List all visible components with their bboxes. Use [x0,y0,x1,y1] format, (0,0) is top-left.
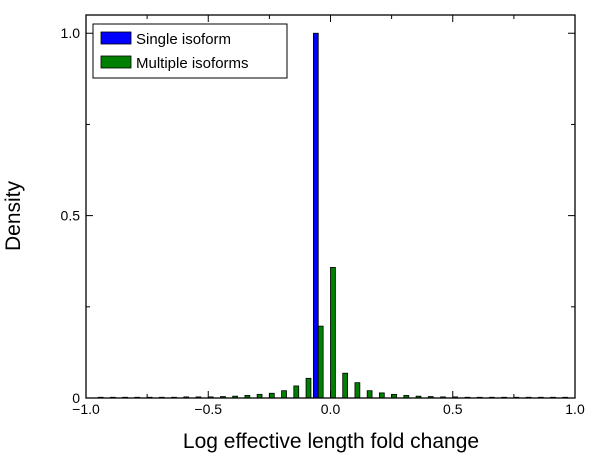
bars-layer [97,32,569,399]
plot-frame [85,14,576,399]
y-tick-label: 0 [72,390,80,406]
tick-labels-layer: −1.0 −0.5 0.0 0.5 1.0 0 0.5 1.0 [61,25,585,417]
y-tick-label: 0.5 [61,208,81,224]
legend-label-single: Single isoform [136,31,231,48]
bar-multiple [378,392,385,399]
bar-multiple [342,372,349,399]
x-tick-label: 0.0 [321,401,341,417]
y-tick-label: 1.0 [61,25,81,41]
legend-swatch-multiple [100,55,132,69]
bar-multiple [330,267,336,399]
x-axis-label: Log effective length fold change [183,430,479,453]
x-tick-label: 0.5 [443,401,463,417]
bar-multiple [317,325,324,399]
bar-single [312,32,319,399]
bar-multiple [354,382,361,399]
bar-multiple [281,390,287,399]
bar-multiple [268,392,275,399]
x-tick-label: −1.0 [72,401,100,417]
x-tick-label: 1.0 [565,401,585,417]
bar-multiple [305,377,312,399]
x-tick-label: −0.5 [194,401,222,417]
legend-label-multiple: Multiple isoforms [136,55,249,72]
y-axis-label: Density [2,180,25,251]
bar-multiple [366,390,373,399]
legend: Single isoform Multiple isoforms [92,23,288,79]
legend-swatch-single [100,31,132,45]
bar-multiple [293,385,300,399]
